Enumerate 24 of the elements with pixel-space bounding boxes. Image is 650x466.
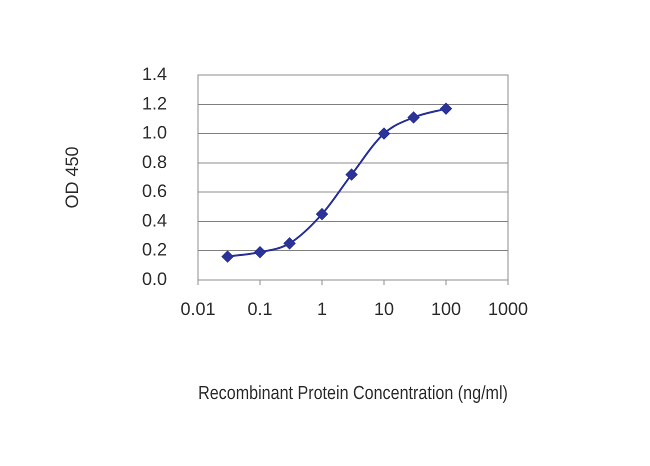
x-tick-label: 10 (374, 298, 394, 319)
x-axis-title: Recombinant Protein Concentration (ng/ml) (198, 382, 508, 404)
point (408, 111, 420, 124)
point (440, 102, 452, 115)
point (222, 250, 234, 263)
y-axis-title: OD 450 (62, 146, 82, 209)
y-tick-label: 1.0 (142, 122, 167, 143)
y-tick-label: 0.2 (142, 240, 167, 260)
y-tick-label: 1.2 (142, 93, 167, 114)
y-tick-label: 0.4 (142, 210, 167, 230)
x-tick-label: 1000 (488, 298, 528, 319)
x-tick-label: 1 (316, 298, 328, 319)
point (346, 168, 358, 181)
x-tick-label: 0.1 (247, 298, 273, 319)
point (378, 128, 390, 140)
y-tick-label: 0.6 (142, 181, 167, 202)
point (254, 246, 266, 258)
x-tick-label: 0.01 (180, 298, 216, 319)
y-tick-label: 1.4 (142, 64, 167, 84)
point (284, 237, 296, 250)
y-tick-label: 0.0 (142, 268, 167, 289)
x-tick-label: 100 (430, 298, 462, 319)
point (316, 208, 328, 220)
y-tick-label: 0.8 (142, 152, 167, 172)
